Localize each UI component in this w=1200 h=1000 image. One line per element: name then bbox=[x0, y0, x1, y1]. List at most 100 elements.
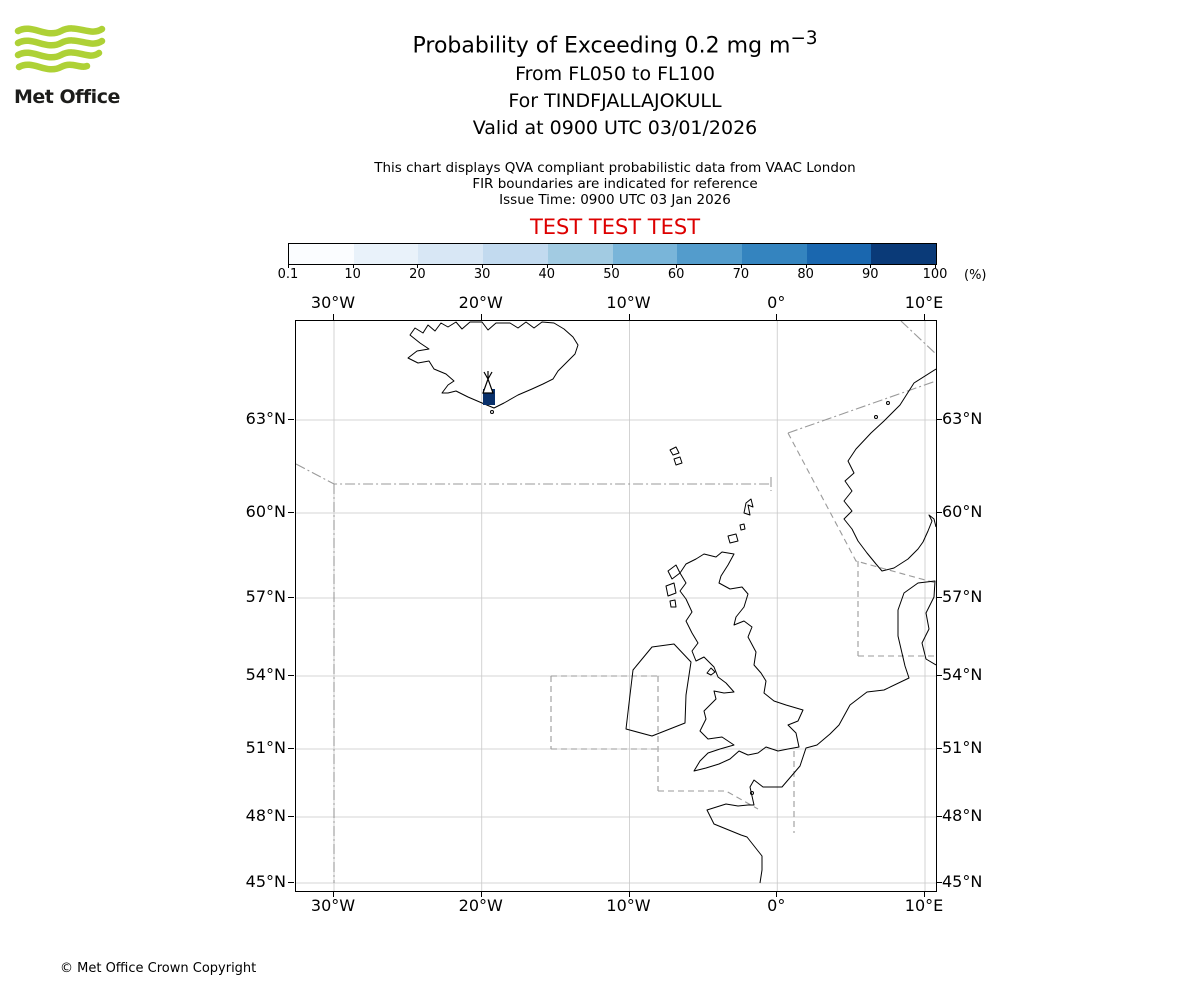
colorbar-tick-label: 70 bbox=[732, 267, 750, 282]
colorbar-segment bbox=[418, 244, 484, 264]
axis-tick bbox=[924, 891, 925, 897]
probability-colorbar bbox=[288, 243, 937, 265]
axis-tick bbox=[628, 891, 630, 897]
coast-orkney bbox=[727, 533, 739, 544]
colorbar-tick bbox=[611, 264, 613, 268]
lon-label-bottom: 20°W bbox=[458, 896, 503, 915]
colorbar-tick bbox=[352, 264, 354, 268]
axis-tick bbox=[936, 882, 942, 883]
lat-label-left: 51°N bbox=[245, 738, 286, 757]
colorbar-segment bbox=[612, 244, 678, 264]
colorbar-tick bbox=[935, 264, 936, 268]
colorbar-tick bbox=[740, 264, 742, 268]
colorbar-tick-label: 60 bbox=[667, 267, 685, 282]
lat-label-right: 48°N bbox=[942, 806, 983, 825]
fir-dashdot-lines bbox=[296, 321, 936, 883]
axis-tick bbox=[480, 314, 482, 320]
colorbar-tick-label: 0.1 bbox=[277, 267, 299, 282]
coast-norway bbox=[843, 368, 936, 572]
axis-tick bbox=[288, 748, 294, 749]
lon-label-top: 20°W bbox=[458, 293, 503, 312]
colorbar-tick bbox=[805, 264, 807, 268]
lon-label-bottom: 10°W bbox=[606, 896, 651, 915]
coast-great-britain bbox=[679, 551, 804, 772]
colorbar-tick-label: 80 bbox=[797, 267, 814, 282]
axis-tick bbox=[924, 314, 925, 320]
colorbar-tick-label: 30 bbox=[473, 267, 491, 282]
lon-label-top: 10°E bbox=[904, 293, 944, 312]
lat-label-right: 45°N bbox=[942, 872, 983, 891]
colorbar-segment bbox=[353, 244, 419, 264]
subtitle-volcano: For TINDFJALLAJOKULL bbox=[508, 90, 722, 112]
axis-tick bbox=[628, 314, 630, 320]
copyright-footer: © Met Office Crown Copyright bbox=[60, 961, 257, 976]
colorbar-unit-label: (%) bbox=[964, 268, 987, 283]
colorbar-segment bbox=[483, 244, 548, 264]
axis-tick bbox=[936, 419, 942, 420]
lon-label-bottom: 0° bbox=[767, 896, 786, 915]
graticule bbox=[296, 321, 936, 891]
colorbar-segment bbox=[289, 244, 354, 264]
lon-label-bottom: 10°E bbox=[904, 896, 944, 915]
colorbar-segment bbox=[677, 244, 742, 264]
lat-label-right: 63°N bbox=[942, 409, 983, 428]
title-exponent: −3 bbox=[790, 28, 818, 49]
lat-label-left: 45°N bbox=[245, 872, 286, 891]
axis-tick bbox=[333, 891, 334, 897]
note-issue-time: Issue Time: 0900 UTC 03 Jan 2026 bbox=[499, 192, 731, 208]
note-qva: This chart displays QVA compliant probab… bbox=[374, 160, 856, 176]
lat-label-left: 54°N bbox=[245, 665, 286, 684]
title-main-text: Probability of Exceeding 0.2 mg m bbox=[412, 33, 791, 59]
map-svg bbox=[296, 321, 936, 891]
colorbar-tick bbox=[288, 264, 289, 268]
axis-tick bbox=[936, 597, 942, 598]
lat-label-left: 60°N bbox=[245, 502, 286, 521]
lat-label-right: 57°N bbox=[942, 587, 983, 606]
volcano-eruption-icon bbox=[482, 371, 494, 394]
axis-tick bbox=[776, 314, 778, 320]
colorbar-tick bbox=[482, 264, 484, 268]
coast-shetland bbox=[739, 498, 754, 531]
logo-text: Met Office bbox=[14, 86, 120, 108]
axis-tick bbox=[288, 419, 294, 420]
colorbar-segment bbox=[806, 244, 872, 264]
axis-tick bbox=[288, 882, 294, 883]
colorbar-tick-label: 90 bbox=[862, 267, 879, 282]
logo-waves-icon bbox=[14, 25, 106, 73]
colorbar-tick-label: 50 bbox=[603, 267, 620, 282]
subtitle-valid-time: Valid at 0900 UTC 03/01/2026 bbox=[472, 117, 758, 139]
lon-label-top: 10°W bbox=[606, 293, 651, 312]
coast-ireland bbox=[625, 643, 692, 737]
coast-iceland bbox=[407, 321, 579, 409]
lat-label-right: 54°N bbox=[942, 665, 983, 684]
subtitle-flight-levels: From FL050 to FL100 bbox=[515, 63, 715, 85]
lat-label-left: 63°N bbox=[245, 409, 286, 428]
coast-faroes bbox=[669, 446, 683, 466]
coast-continent bbox=[706, 580, 936, 884]
fir-boundaries bbox=[296, 321, 936, 883]
axis-tick bbox=[288, 512, 294, 513]
lat-label-right: 60°N bbox=[942, 502, 983, 521]
colorbar-tick bbox=[546, 264, 548, 268]
lon-label-bottom: 30°W bbox=[310, 896, 356, 915]
colorbar-tick bbox=[870, 264, 872, 268]
axis-tick bbox=[936, 816, 942, 817]
lat-label-left: 48°N bbox=[245, 806, 286, 825]
axis-tick bbox=[936, 675, 942, 676]
lat-label-left: 57°N bbox=[245, 587, 286, 606]
axis-tick bbox=[333, 314, 334, 320]
coastlines bbox=[407, 321, 936, 884]
colorbar-segment bbox=[741, 244, 807, 264]
colorbar-tick-label: 20 bbox=[409, 267, 426, 282]
colorbar-tick-label: 40 bbox=[538, 267, 556, 282]
lon-label-top: 0° bbox=[767, 293, 786, 312]
axis-tick bbox=[936, 748, 942, 749]
fir-dashed-lines bbox=[550, 432, 936, 833]
colorbar-tick bbox=[417, 264, 419, 268]
met-office-logo: Met Office bbox=[14, 22, 124, 108]
colorbar-tick-label: 10 bbox=[344, 267, 361, 282]
colorbar-segment bbox=[871, 244, 937, 264]
axis-tick bbox=[288, 597, 294, 598]
map-frame bbox=[295, 320, 937, 892]
